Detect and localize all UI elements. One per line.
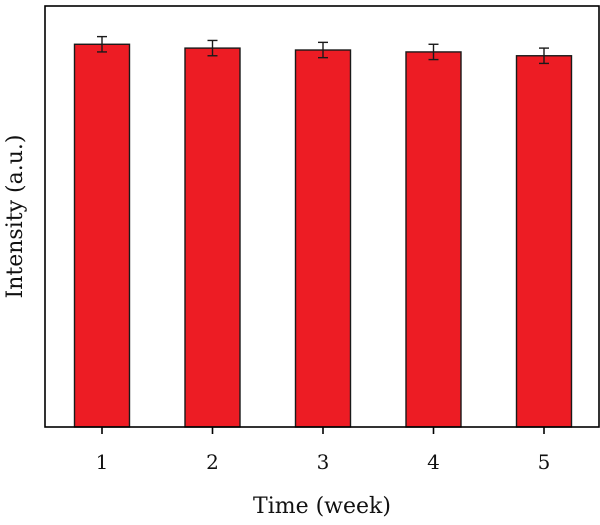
error-bar-week-3 xyxy=(318,41,328,59)
error-bar-week-2 xyxy=(207,39,218,57)
error-bars-layer xyxy=(97,35,549,65)
error-bar-week-1 xyxy=(97,35,107,53)
x-tick-label: 4 xyxy=(427,450,440,474)
x-tick-label: 3 xyxy=(317,450,330,474)
plot-frame xyxy=(44,5,600,428)
bar-week-1 xyxy=(73,43,131,428)
bar-week-3 xyxy=(294,49,352,428)
x-tick-label: 2 xyxy=(206,450,219,474)
error-bar-week-4 xyxy=(428,43,439,61)
x-tick-label: 1 xyxy=(96,450,109,474)
x-axis-label: Time (week) xyxy=(253,494,391,519)
bars-layer xyxy=(73,43,573,428)
x-tick-label: 5 xyxy=(538,450,551,474)
y-axis-label: Intensity (a.u.) xyxy=(3,135,28,299)
bar-week-4 xyxy=(405,51,462,428)
bar-week-5 xyxy=(515,55,573,428)
x-ticks-layer: 1 2 3 4 5 xyxy=(96,427,551,474)
bar-week-2 xyxy=(184,47,241,428)
error-bar-week-5 xyxy=(539,47,549,65)
